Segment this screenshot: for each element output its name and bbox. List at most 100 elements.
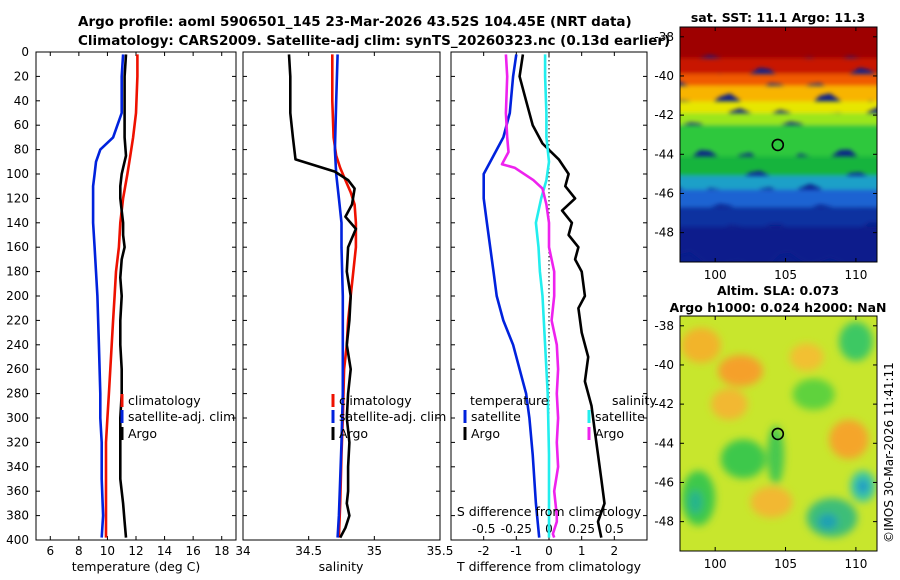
- temperature-argo-line: [119, 54, 128, 538]
- sla-anomaly-blob: [857, 479, 869, 494]
- legend-argo-label: Argo: [339, 426, 368, 441]
- depth-tick-label: 340: [6, 460, 29, 474]
- sla-anomaly-blob: [789, 343, 824, 371]
- salinity-argo-line: [287, 54, 358, 539]
- sst-band: [680, 226, 877, 262]
- x-tick-label: 35: [367, 544, 382, 558]
- depth-tick-label: 140: [6, 216, 29, 230]
- temperature-x-axis: 6 8 10 12 14 16 18: [46, 52, 229, 558]
- x-tick-label: 18: [214, 544, 229, 558]
- sla-anomaly-blob: [792, 378, 835, 411]
- legend-temperature-title: temperature: [470, 393, 549, 408]
- depth-tick-label: 240: [6, 338, 29, 352]
- legend-climatology-label: climatology: [128, 393, 201, 408]
- temperature-satellite-adj-clim-line: [91, 54, 125, 538]
- sla-anomaly-blob: [710, 388, 748, 420]
- difference-top-label: S difference from climatology: [457, 504, 642, 519]
- lat-tick-label: -38: [654, 319, 674, 333]
- lat-tick-label: -46: [654, 475, 674, 489]
- lon-tick-label: 105: [774, 557, 797, 571]
- lon-tick-label: 110: [844, 557, 867, 571]
- sla-map-subtitle: Argo h1000: 0.024 h2000: NaN: [669, 300, 886, 315]
- legend-climatology-label: climatology: [339, 393, 412, 408]
- s-diff-tick-label: 0.5: [605, 522, 624, 536]
- temperature-plot-frame: [35, 51, 237, 541]
- x-tick-label: 8: [75, 544, 83, 558]
- x-tick-label: 2: [611, 544, 619, 558]
- depth-tick-label: 40: [14, 94, 29, 108]
- figure-title-line2: Climatology: CARS2009. Satellite-adj cli…: [78, 33, 670, 49]
- sla-map-title: Altim. SLA: 0.073: [717, 283, 839, 298]
- depth-tick-label: 160: [6, 240, 29, 254]
- sst-band: [680, 85, 877, 111]
- sla-anomaly-blob: [817, 513, 838, 530]
- sla-map-axes: -38 -40 -42 -44 -46 -48 100 105 110: [654, 316, 877, 571]
- legend-s-satellite-label: satellite: [595, 409, 645, 424]
- depth-tick-label: 120: [6, 191, 29, 205]
- sla-anomaly-blob: [688, 490, 703, 514]
- temperature-climatology-line: [104, 54, 139, 538]
- salinity-profiles: [287, 54, 358, 539]
- s-diff-tick-label: 0.25: [568, 522, 595, 536]
- figure-title-line1: Argo profile: aoml 5906501_145 23-Mar-20…: [78, 14, 632, 30]
- sla-anomalies: [681, 321, 876, 538]
- legend-satellite-label: satellite-adj. clim: [128, 409, 235, 424]
- sla-anomaly-blob: [717, 355, 764, 387]
- sst-band: [680, 189, 877, 214]
- sla-map: [680, 316, 877, 551]
- sla-anomaly-blob: [829, 419, 869, 459]
- salinity-x-axis: 34 34.5 35 35.5: [235, 52, 453, 558]
- depth-tick-label: 180: [6, 265, 29, 279]
- sst-band: [680, 207, 877, 235]
- depth-tick-label: 60: [14, 118, 29, 132]
- x-tick-label: 10: [100, 544, 115, 558]
- profile-location-marker: [771, 138, 785, 152]
- legend-t-satellite-label: satellite: [471, 409, 521, 424]
- lat-tick-label: -40: [654, 69, 674, 83]
- x-tick-label: 12: [128, 544, 143, 558]
- x-tick-label: 6: [46, 544, 54, 558]
- depth-tick-label: 400: [6, 533, 29, 547]
- sst-band: [680, 101, 877, 124]
- depth-tick-label: 280: [6, 387, 29, 401]
- x-tick-label: 16: [186, 544, 201, 558]
- lat-tick-label: -44: [654, 436, 674, 450]
- lat-tick-label: -40: [654, 358, 674, 372]
- s-diff-tick-label: -0.25: [501, 522, 532, 536]
- sst-map-frame: [679, 26, 878, 263]
- depth-tick-label: 80: [14, 143, 29, 157]
- sst-band: [680, 27, 877, 66]
- difference-s-argo-line: [500, 54, 560, 539]
- difference-t-satellite-line: [482, 54, 541, 538]
- lat-tick-label: -38: [654, 30, 674, 44]
- legend-satellite-label: satellite-adj. clim: [339, 409, 446, 424]
- depth-tick-label: 380: [6, 509, 29, 523]
- lon-tick-label: 100: [704, 557, 727, 571]
- sla-anomaly-blob: [720, 439, 766, 479]
- legend-t-argo-label: Argo: [471, 426, 500, 441]
- sla-anomaly-blob: [839, 321, 873, 362]
- s-diff-tick-label: -0.5: [472, 522, 495, 536]
- x-tick-label: 0: [545, 544, 553, 558]
- x-tick-label: 14: [157, 544, 172, 558]
- legend-argo-label: Argo: [128, 426, 157, 441]
- sst-bands: [680, 27, 877, 262]
- x-tick-label: 35.5: [427, 544, 454, 558]
- sst-band: [680, 74, 877, 94]
- difference-x-label: T difference from climatology: [456, 559, 642, 574]
- legend-salinity-title: salinity: [612, 393, 657, 408]
- lat-tick-label: -48: [654, 226, 674, 240]
- lon-tick-label: 105: [774, 268, 797, 282]
- sla-anomaly-blob: [750, 486, 793, 518]
- depth-tick-label: 320: [6, 435, 29, 449]
- profile-location-marker: [771, 427, 785, 441]
- lat-tick-label: -44: [654, 147, 674, 161]
- imos-credit: ©IMOS 30-Mar-2026 11:41:11: [882, 362, 896, 543]
- depth-tick-label: 20: [14, 69, 29, 83]
- lat-tick-label: -48: [654, 515, 674, 529]
- lat-tick-label: -42: [654, 108, 674, 122]
- difference-s-satellite-line: [534, 54, 551, 538]
- x-tick-label: 34.5: [295, 544, 322, 558]
- legend-s-argo-label: Argo: [595, 426, 624, 441]
- difference-legend: temperature satellite Argo salinity sate…: [463, 393, 657, 441]
